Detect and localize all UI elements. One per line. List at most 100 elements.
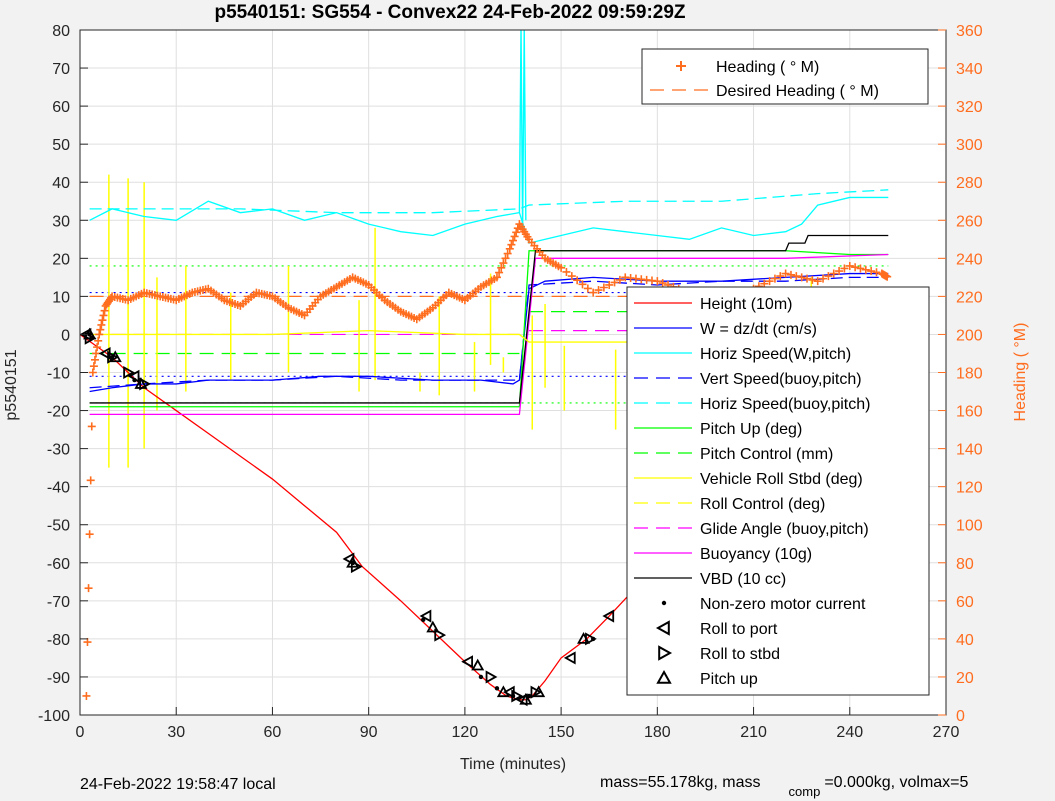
x-tick-label: 240 [836, 724, 863, 741]
legend-heading: Heading ( ° M) Desired Heading ( ° M) [641, 48, 929, 105]
heading-marker [589, 288, 598, 297]
heading-marker [605, 280, 614, 289]
legend-pitch-up-swatch [656, 669, 672, 684]
heading-marker [813, 277, 822, 286]
heading-marker [84, 584, 93, 593]
pitch-up-marker [532, 685, 546, 698]
legend-heading-m-swatch [676, 61, 686, 71]
legend-horiz-speed-buoy-pitch-label: Horiz Speed(buoy,pitch) [700, 396, 870, 413]
roll-stbd-marker [434, 628, 447, 642]
heading-marker [505, 244, 514, 253]
heading-marker [883, 272, 892, 281]
footer-mass-text: mass=55.178kg, mass [600, 774, 761, 791]
heading-marker [781, 269, 790, 278]
y-tick-label: -10 [47, 366, 70, 383]
legend-non-zero-motor-current-swatch [661, 600, 667, 606]
y-tick-label: -90 [47, 670, 70, 687]
heading-marker [594, 286, 603, 295]
heading-marker [760, 279, 769, 288]
motor-current-dot [109, 355, 115, 360]
y-tick-label: 50 [52, 137, 70, 154]
heading-marker [501, 254, 510, 263]
heading-marker [845, 261, 854, 270]
pitch-up-marker [426, 620, 440, 633]
y2-tick-label: 200 [956, 327, 983, 344]
heading-marker [770, 274, 779, 283]
legend-roll-control-deg-label: Roll Control (deg) [700, 496, 825, 513]
heading-marker [824, 272, 833, 281]
heading-marker [851, 263, 860, 272]
x-tick-label: 150 [548, 724, 575, 741]
footer-local-time: 24-Feb-2022 19:58:47 local [80, 776, 276, 793]
roll-port-marker [461, 655, 473, 669]
heading-marker [93, 343, 102, 352]
legend-vbd-10-cc-label: VBD (10 cc) [700, 571, 786, 588]
legend-pitch-control-mm-label: Pitch Control (mm) [700, 446, 833, 463]
heading-marker [90, 355, 99, 364]
legend-glide-angle-buoy-pitch-label: Glide Angle (buoy,pitch) [700, 521, 869, 538]
y2-tick-label: 140 [956, 442, 983, 459]
roll-stbd-marker [107, 350, 119, 364]
footer-mass: mass=55.178kg, mass comp=0.000kg, volmax=… [600, 774, 969, 799]
pitch-up-marker [496, 685, 510, 698]
heading-marker [510, 232, 519, 241]
heading-marker [658, 279, 667, 288]
y2-tick-label: 280 [956, 175, 983, 192]
heading-marker [495, 268, 504, 277]
heading-marker [599, 283, 608, 292]
heading-marker [497, 263, 506, 272]
legend-main-box [626, 286, 930, 696]
heading-marker [499, 259, 508, 268]
heading-marker [86, 476, 95, 485]
y-tick-label: 0 [61, 327, 70, 344]
pitch-up-marker [134, 377, 148, 389]
y-tick-label: 30 [52, 213, 70, 230]
pitch-up-marker [519, 692, 533, 705]
heading-marker [567, 272, 576, 281]
heading-marker [88, 368, 97, 377]
heading-marker [583, 284, 592, 293]
heading-marker [99, 311, 108, 320]
x-tick-label: 0 [76, 724, 85, 741]
y-tick-label: -20 [47, 404, 70, 421]
footer-comp-sub: comp [789, 784, 821, 799]
heading-marker [867, 267, 876, 276]
heading-marker [97, 320, 106, 329]
legend-roll-to-port-label: Roll to port [700, 621, 778, 638]
x-tick-label: 90 [360, 724, 378, 741]
x-tick-label: 120 [452, 724, 479, 741]
pitch-up-marker [83, 327, 97, 340]
heading-marker [95, 330, 104, 339]
legend-horiz-speed-w-pitch-label: Horiz Speed(W,pitch) [700, 346, 851, 363]
y-tick-label: 60 [52, 99, 70, 116]
y2-axis-label: Heading ( °M) [1012, 323, 1029, 422]
heading-marker [578, 280, 587, 289]
motor-current-dot [87, 332, 92, 337]
legend-height-10m-label: Height (10m) [700, 296, 792, 313]
heading-marker [82, 691, 91, 700]
heading-marker [835, 267, 844, 276]
axes: 0 30 60 90 120 150 180 210 240 270-100-90-80-70-6… [38, 23, 983, 741]
heading-marker [829, 269, 838, 278]
heading-marker [96, 325, 105, 334]
legend-w-dz-dt-cm-s-label: W = dz/dt (cm/s) [700, 321, 817, 338]
legend-vehicle-roll-stbd-deg-label: Vehicle Roll Stbd (deg) [700, 471, 863, 488]
heading-marker [792, 272, 801, 281]
y-tick-label: -70 [47, 594, 70, 611]
heading-marker [503, 249, 512, 258]
y2-tick-label: 20 [956, 670, 974, 687]
heading-marker [87, 422, 96, 431]
heading-marker [89, 362, 98, 371]
legend-heading-m-label: Heading ( ° M) [716, 59, 819, 76]
series-horiz-speed-buoy-pitch [89, 189, 889, 214]
motor-current-dot [494, 686, 500, 691]
y2-tick-label: 60 [956, 594, 974, 611]
legend-heading-box [641, 48, 929, 105]
y-tick-label: 40 [52, 175, 70, 192]
y-tick-label: -80 [47, 632, 70, 649]
series-w-dz-dt-cm-s [89, 272, 889, 393]
motor-current-dot [510, 693, 516, 699]
footer-comp-rest: =0.000kg, volmax=5 [824, 774, 968, 791]
legend-pitch-up-label: Pitch up [700, 671, 758, 688]
